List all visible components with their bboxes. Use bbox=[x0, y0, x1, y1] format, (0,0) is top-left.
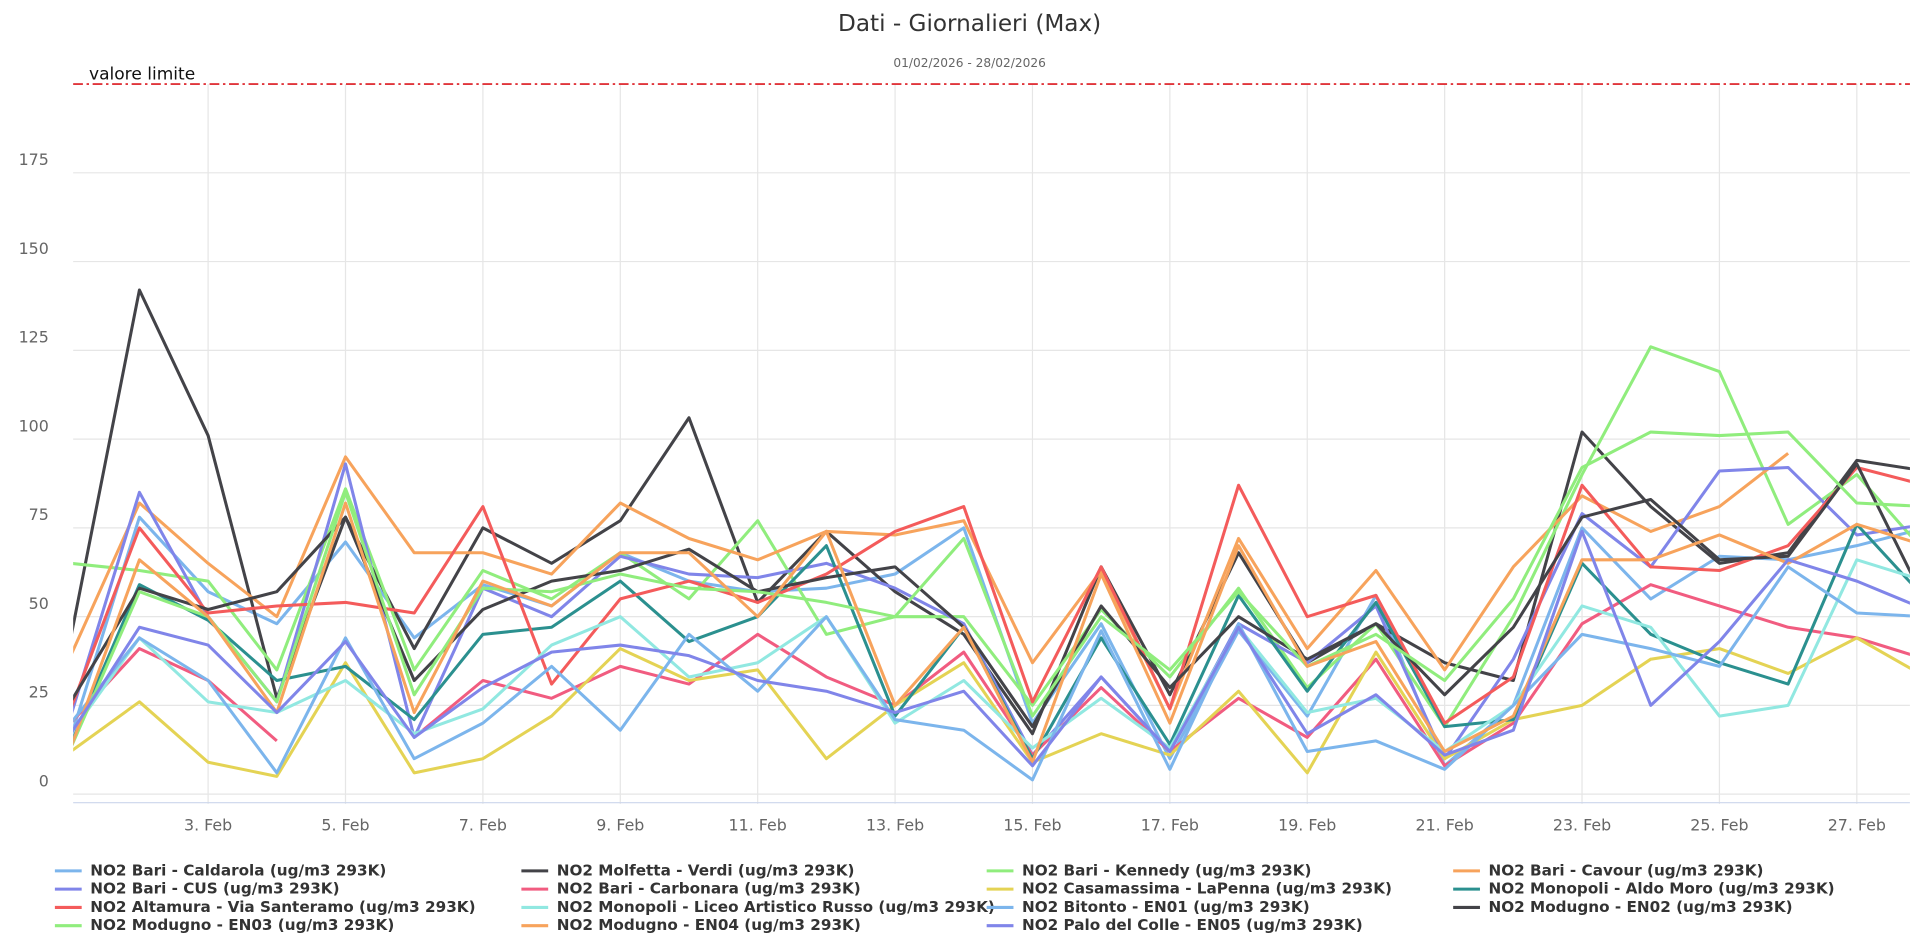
y-tick-label: 50 bbox=[29, 594, 49, 613]
y-tick-label: 175 bbox=[19, 150, 49, 169]
x-tick-label: 17. Feb bbox=[1141, 815, 1199, 834]
y-tick-label: 25 bbox=[29, 683, 49, 702]
limit-label: valore limite bbox=[89, 64, 195, 84]
legend-item[interactable]: NO2 Bari - Cavour (ug/m3 293K) bbox=[1453, 861, 1764, 879]
legend-item[interactable]: NO2 Modugno - EN04 (ug/m3 293K) bbox=[521, 916, 861, 933]
legend-item[interactable]: NO2 Molfetta - Verdi (ug/m3 293K) bbox=[521, 861, 854, 879]
legend-item[interactable]: NO2 Bari - Kennedy (ug/m3 293K) bbox=[986, 861, 1312, 879]
x-tick-label: 15. Feb bbox=[1003, 815, 1061, 834]
legend-item[interactable]: NO2 Casamassima - LaPenna (ug/m3 293K) bbox=[986, 880, 1392, 898]
legend-label[interactable]: NO2 Bari - Kennedy (ug/m3 293K) bbox=[1022, 861, 1312, 879]
legend-item[interactable]: NO2 Monopoli - Liceo Artistico Russo (ug… bbox=[521, 898, 995, 916]
legend-label[interactable]: NO2 Monopoli - Aldo Moro (ug/m3 293K) bbox=[1488, 880, 1834, 898]
legend-item[interactable]: NO2 Modugno - EN03 (ug/m3 293K) bbox=[54, 916, 394, 933]
series-line bbox=[73, 430, 1910, 747]
y-tick-label: 125 bbox=[19, 328, 49, 347]
series-line bbox=[73, 452, 1790, 711]
legend-label[interactable]: NO2 Altamura - Via Santeramo (ug/m3 293K… bbox=[90, 898, 475, 916]
legend-label[interactable]: NO2 Monopoli - Liceo Artistico Russo (ug… bbox=[557, 898, 995, 916]
series-line bbox=[73, 529, 1910, 768]
legend-label[interactable]: NO2 Bari - Carbonara (ug/m3 293K) bbox=[557, 880, 861, 898]
legend-label[interactable]: NO2 Palo del Colle - EN05 (ug/m3 293K) bbox=[1022, 916, 1363, 933]
series-line bbox=[73, 501, 1910, 764]
legend-label[interactable]: NO2 Casamassima - LaPenna (ug/m3 293K) bbox=[1022, 880, 1392, 898]
y-tick-label: 100 bbox=[19, 416, 49, 435]
x-tick-label: 3. Feb bbox=[184, 815, 232, 834]
legend-item[interactable]: NO2 Palo del Colle - EN05 (ug/m3 293K) bbox=[986, 916, 1363, 933]
legend-label[interactable]: NO2 Modugno - EN04 (ug/m3 293K) bbox=[557, 916, 861, 933]
chart-title: Dati - Giornalieri (Max) bbox=[838, 11, 1101, 37]
series-line bbox=[73, 565, 1910, 782]
x-tick-label: 27. Feb bbox=[1828, 815, 1886, 834]
legend-item[interactable]: NO2 Bari - CUS (ug/m3 293K) bbox=[54, 880, 340, 898]
chart-subtitle: 01/02/2026 - 28/02/2026 bbox=[893, 56, 1045, 70]
series-line bbox=[73, 558, 1910, 754]
legend-label[interactable]: NO2 Molfetta - Verdi (ug/m3 293K) bbox=[557, 861, 855, 879]
y-tick-label: 75 bbox=[29, 505, 49, 524]
x-tick-label: 21. Feb bbox=[1416, 815, 1474, 834]
x-tick-label: 13. Feb bbox=[866, 815, 924, 834]
legend-label[interactable]: NO2 Bari - Cavour (ug/m3 293K) bbox=[1488, 861, 1763, 879]
series-line bbox=[73, 345, 1910, 729]
legend-item[interactable]: NO2 Bari - Caldarola (ug/m3 293K) bbox=[54, 861, 386, 879]
legend-label[interactable]: NO2 Modugno - EN02 (ug/m3 293K) bbox=[1488, 898, 1792, 916]
legend-item[interactable]: NO2 Bitonto - EN01 (ug/m3 293K) bbox=[986, 898, 1310, 916]
plot-area bbox=[73, 288, 1910, 782]
x-tick-label: 11. Feb bbox=[729, 815, 787, 834]
x-tick-label: 19. Feb bbox=[1278, 815, 1336, 834]
legend-item[interactable]: NO2 Bari - Carbonara (ug/m3 293K) bbox=[521, 880, 861, 898]
x-tick-label: 9. Feb bbox=[596, 815, 644, 834]
legend-label[interactable]: NO2 Bitonto - EN01 (ug/m3 293K) bbox=[1022, 898, 1310, 916]
series-line bbox=[73, 462, 1910, 729]
x-tick-label: 7. Feb bbox=[459, 815, 507, 834]
legend-item[interactable]: NO2 Altamura - Via Santeramo (ug/m3 293K… bbox=[54, 898, 476, 916]
y-tick-label: 0 bbox=[39, 771, 49, 790]
legend-label[interactable]: NO2 Modugno - EN03 (ug/m3 293K) bbox=[90, 916, 394, 933]
legend-item[interactable]: NO2 Monopoli - Aldo Moro (ug/m3 293K) bbox=[1453, 880, 1835, 898]
legend-item[interactable]: NO2 Modugno - EN02 (ug/m3 293K) bbox=[1453, 898, 1793, 916]
x-tick-label: 25. Feb bbox=[1690, 815, 1748, 834]
x-tick-label: 5. Feb bbox=[321, 815, 369, 834]
legend-label[interactable]: NO2 Bari - CUS (ug/m3 293K) bbox=[90, 880, 339, 898]
x-tick-label: 23. Feb bbox=[1553, 815, 1611, 834]
y-tick-label: 150 bbox=[19, 239, 49, 258]
legend-label[interactable]: NO2 Bari - Caldarola (ug/m3 293K) bbox=[90, 861, 386, 879]
